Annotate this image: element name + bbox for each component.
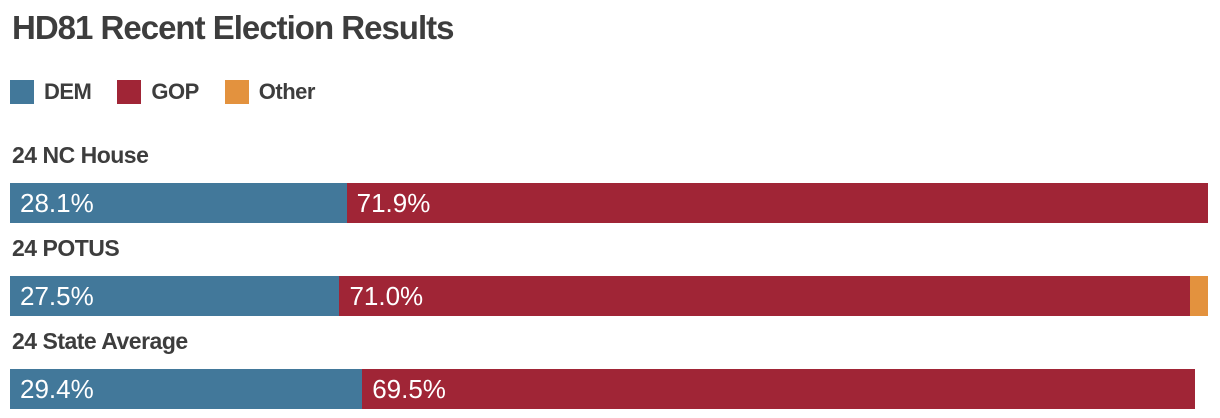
bar-segment-dem: 27.5% <box>10 276 340 316</box>
bar-value-label: 71.0% <box>349 280 424 311</box>
chart-row: 24 POTUS 27.5% 71.0% <box>10 236 1208 316</box>
bar-value-label: 29.4% <box>20 373 94 404</box>
legend-label: DEM <box>44 79 92 104</box>
stacked-bar: 29.4% 69.5% <box>10 369 1208 409</box>
legend-label: GOP <box>151 79 199 104</box>
stacked-bar-chart: 24 NC House 28.1% 71.9% 24 POTUS 27.5% 71.… <box>10 143 1208 409</box>
bar-category-label: 24 NC House <box>12 142 149 168</box>
legend-label: Other <box>258 79 316 104</box>
chart-row: 24 NC House 28.1% 71.9% <box>10 143 1208 223</box>
bar-segment-gop: 71.0% <box>339 276 1191 316</box>
legend-item: GOP <box>117 79 199 105</box>
stacked-bar: 28.1% 71.9% <box>10 183 1208 223</box>
legend-swatch-icon <box>10 80 34 104</box>
bar-segment-gop: 69.5% <box>362 369 1195 409</box>
page-title: HD81 Recent Election Results <box>12 9 454 46</box>
chart-row: 24 State Average 29.4% 69.5% <box>10 329 1208 409</box>
bar-category-label: 24 POTUS <box>12 235 120 261</box>
bar-value-label: 69.5% <box>372 373 446 404</box>
bar-value-label: 71.9% <box>356 187 431 218</box>
legend-item: DEM <box>10 79 92 105</box>
bar-value-label: 28.1% <box>20 187 94 218</box>
legend-swatch-icon <box>224 80 249 104</box>
legend: DEM GOP Other <box>10 79 1208 105</box>
legend-swatch-icon <box>117 80 142 104</box>
bar-segment-gop: 71.9% <box>346 183 1208 223</box>
stacked-bar: 27.5% 71.0% <box>10 276 1208 316</box>
bar-segment-dem: 29.4% <box>10 369 363 409</box>
bar-segment-dem: 28.1% <box>10 183 347 223</box>
bar-value-label: 27.5% <box>20 280 94 311</box>
bar-category-label: 24 State Average <box>12 328 188 354</box>
bar-segment-other <box>1190 276 1208 316</box>
legend-item: Other <box>224 79 316 105</box>
chart-container: HD81 Recent Election Results DEM GOP Oth… <box>10 9 1208 409</box>
